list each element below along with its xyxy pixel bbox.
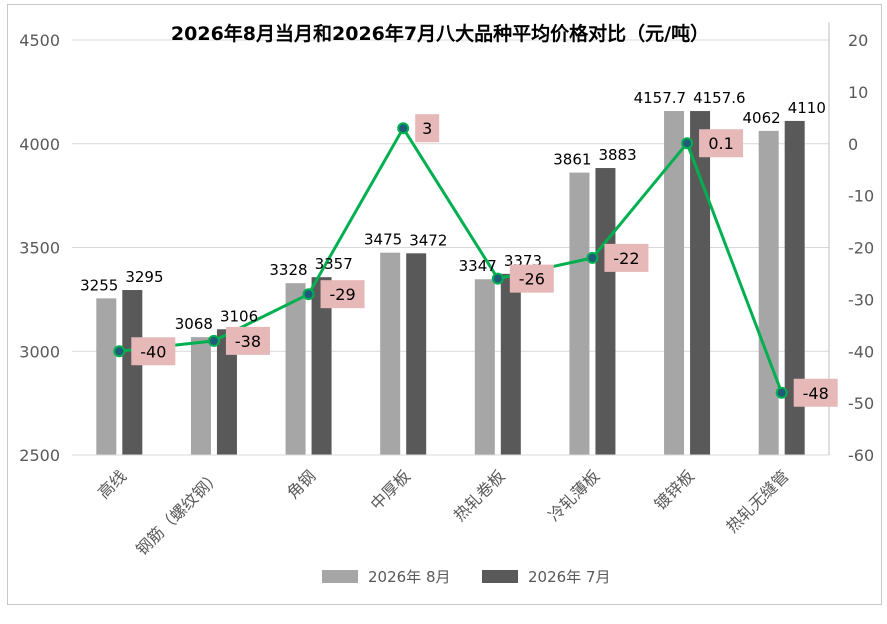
right-tick-label: -50 <box>848 394 874 413</box>
right-tick-label: 10 <box>848 83 868 102</box>
bars <box>96 111 805 456</box>
legend-swatch <box>322 570 358 583</box>
bar-value-label: 3883 <box>598 146 636 164</box>
bar-jul <box>784 120 805 456</box>
bar-jul <box>122 290 143 455</box>
difference-label: 0.1 <box>708 134 733 153</box>
bar-jul <box>216 329 237 455</box>
bar-value-label: 3068 <box>175 315 213 333</box>
left-tick-label: 4000 <box>19 135 60 154</box>
difference-label: -40 <box>140 342 166 361</box>
difference-point <box>207 334 220 347</box>
bar-aug <box>190 337 211 455</box>
left-tick-label: 3000 <box>19 342 60 361</box>
bar-aug <box>285 283 306 455</box>
difference-label: -22 <box>613 249 639 268</box>
bar-aug <box>380 252 401 455</box>
legend: 2026年 8月 2026年 7月 <box>322 568 611 586</box>
bar-aug <box>758 130 779 455</box>
bar-value-label: 3475 <box>364 231 402 249</box>
left-tick-label: 2500 <box>19 446 60 465</box>
right-tick-label: -60 <box>848 446 874 465</box>
chart-frame <box>7 4 882 605</box>
bar-value-label: 3295 <box>125 268 163 286</box>
legend-label: 2026年 8月 <box>368 568 451 586</box>
legend-swatch <box>482 570 518 583</box>
difference-point <box>491 272 504 285</box>
bar-jul <box>595 168 616 455</box>
difference-label: -38 <box>235 332 261 351</box>
bar-value-label: 3357 <box>315 255 353 273</box>
right-tick-label: -10 <box>848 187 874 206</box>
chart-title: 2026年8月当月和2026年7月八大品种平均价格对比（元/吨） <box>171 22 709 45</box>
difference-point <box>775 386 788 399</box>
right-tick-label: -30 <box>848 290 874 309</box>
right-tick-label: -20 <box>848 239 874 258</box>
data-labels: 3255 3068 3328 3475 3347 3861 4157.7 4062 3295 31… <box>80 89 838 407</box>
bar-aug <box>569 172 590 455</box>
difference-label: -48 <box>803 384 829 403</box>
difference-label-bg <box>793 378 838 407</box>
difference-point <box>586 251 599 264</box>
bar-jul <box>690 111 711 455</box>
difference-label: -29 <box>329 285 355 304</box>
bar-jul <box>500 273 521 455</box>
difference-label-bg <box>415 114 440 143</box>
bar-jul <box>311 277 332 455</box>
difference-label: -26 <box>519 270 545 289</box>
bar-value-label: 4062 <box>743 109 781 127</box>
difference-label-bg <box>320 280 365 309</box>
bar-aug <box>96 298 117 455</box>
bar-aug <box>474 279 495 455</box>
difference-label-bg <box>225 326 270 355</box>
right-tick-label: 0 <box>848 135 858 154</box>
left-tick-label: 4500 <box>19 31 60 50</box>
bar-value-label: 3861 <box>553 151 591 169</box>
bar-aug <box>664 111 685 455</box>
right-tick-label: 20 <box>848 31 868 50</box>
bar-value-label: 3328 <box>269 261 307 279</box>
bar-value-label: 3106 <box>220 307 258 325</box>
difference-label-bg <box>509 264 554 293</box>
difference-label: 3 <box>422 119 432 138</box>
difference-point <box>302 288 315 301</box>
difference-point <box>113 345 126 358</box>
difference-point <box>397 122 410 135</box>
difference-label-bg <box>131 337 176 366</box>
bar-value-label: 4157.7 <box>634 89 687 107</box>
bar-value-label: 3472 <box>409 231 447 249</box>
difference-label-bg <box>699 129 744 158</box>
difference-point <box>681 137 694 150</box>
difference-label-bg <box>604 243 649 272</box>
bar-value-label: 4157.6 <box>693 89 746 107</box>
left-tick-label: 3500 <box>19 239 60 258</box>
bar-value-label: 3255 <box>80 276 118 294</box>
bar-value-label: 3347 <box>459 257 497 275</box>
bar-value-label: 4110 <box>788 99 826 117</box>
legend-label: 2026年 7月 <box>528 568 611 586</box>
right-tick-label: -40 <box>848 342 874 361</box>
bar-jul <box>406 253 427 455</box>
